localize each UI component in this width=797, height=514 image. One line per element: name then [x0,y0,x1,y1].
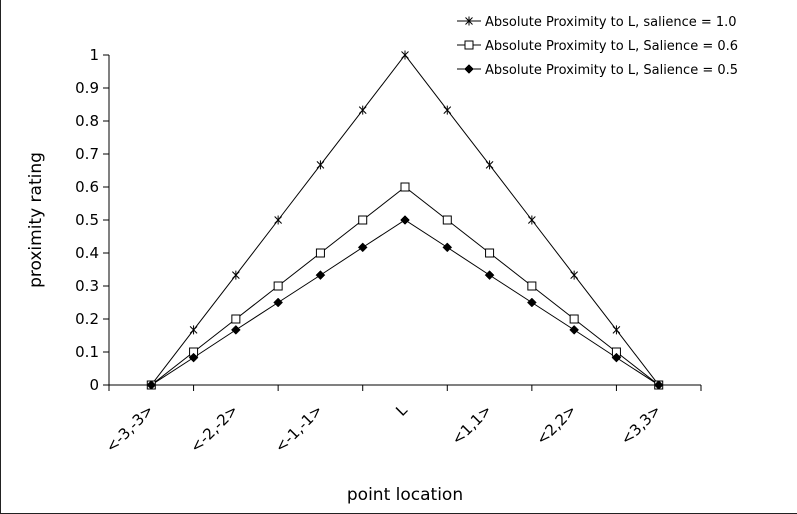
series-2-point [569,314,579,324]
y-tick-label: 0.3 [75,277,99,295]
y-tick-label: 0.9 [75,79,99,97]
legend-entry-1: Absolute Proximity to L, salience = 1.0 [485,15,737,30]
y-tick-label: 0 [89,376,99,394]
series-2-point [400,182,410,192]
x-tick-label: <2,2> [533,401,580,448]
series-line-3 [151,219,659,386]
series-2-point [273,281,283,291]
x-axis-title: point location [347,485,463,505]
series-3-point [231,325,241,335]
series-3-point [442,242,453,253]
x-tick-label: <-3,-3> [102,401,157,456]
series-3-point [188,352,199,363]
y-tick-label: 0.6 [75,178,99,196]
y-tick-label: 0.5 [75,211,99,229]
y-tick-label: 0.7 [75,145,99,163]
x-tick-label: <3,3> [617,401,664,448]
y-tick-label: 0.4 [75,244,99,262]
legend-entry-2: Absolute Proximity to L, Salience = 0.6 [485,39,738,54]
y-tick-label: 0.2 [75,310,99,328]
series-2-point [442,215,452,225]
series-2-point [485,248,495,258]
series-3-point [315,270,326,280]
x-tick-label: <-2,-2> [187,401,242,456]
y-tick-label: 1 [89,46,99,64]
legend-marker-2 [464,40,474,50]
series-3-point [569,325,579,335]
y-tick-label: 0.1 [75,343,99,361]
legend-marker-3 [464,64,474,74]
x-tick-label: <-1,-1> [271,401,326,456]
series-2-point [358,215,368,225]
x-tick-label: L [392,401,411,420]
series-2-point [315,248,325,258]
y-tick-label: 0.8 [75,112,99,130]
series-3-point [653,380,664,390]
legend-entry-3: Absolute Proximity to L, Salience = 0.5 [485,63,738,78]
series-3-point [273,297,283,308]
series-3-point [527,297,537,308]
series-3-point [146,380,157,390]
x-tick-label: <1,1> [448,401,495,448]
series-2-point [527,281,537,291]
series-3-point [357,242,368,253]
series-3-point [611,352,622,363]
series-3-point [400,215,410,225]
series-2-point [231,314,241,324]
y-axis-title: proximity rating [26,152,46,288]
series-3-point [484,270,495,280]
